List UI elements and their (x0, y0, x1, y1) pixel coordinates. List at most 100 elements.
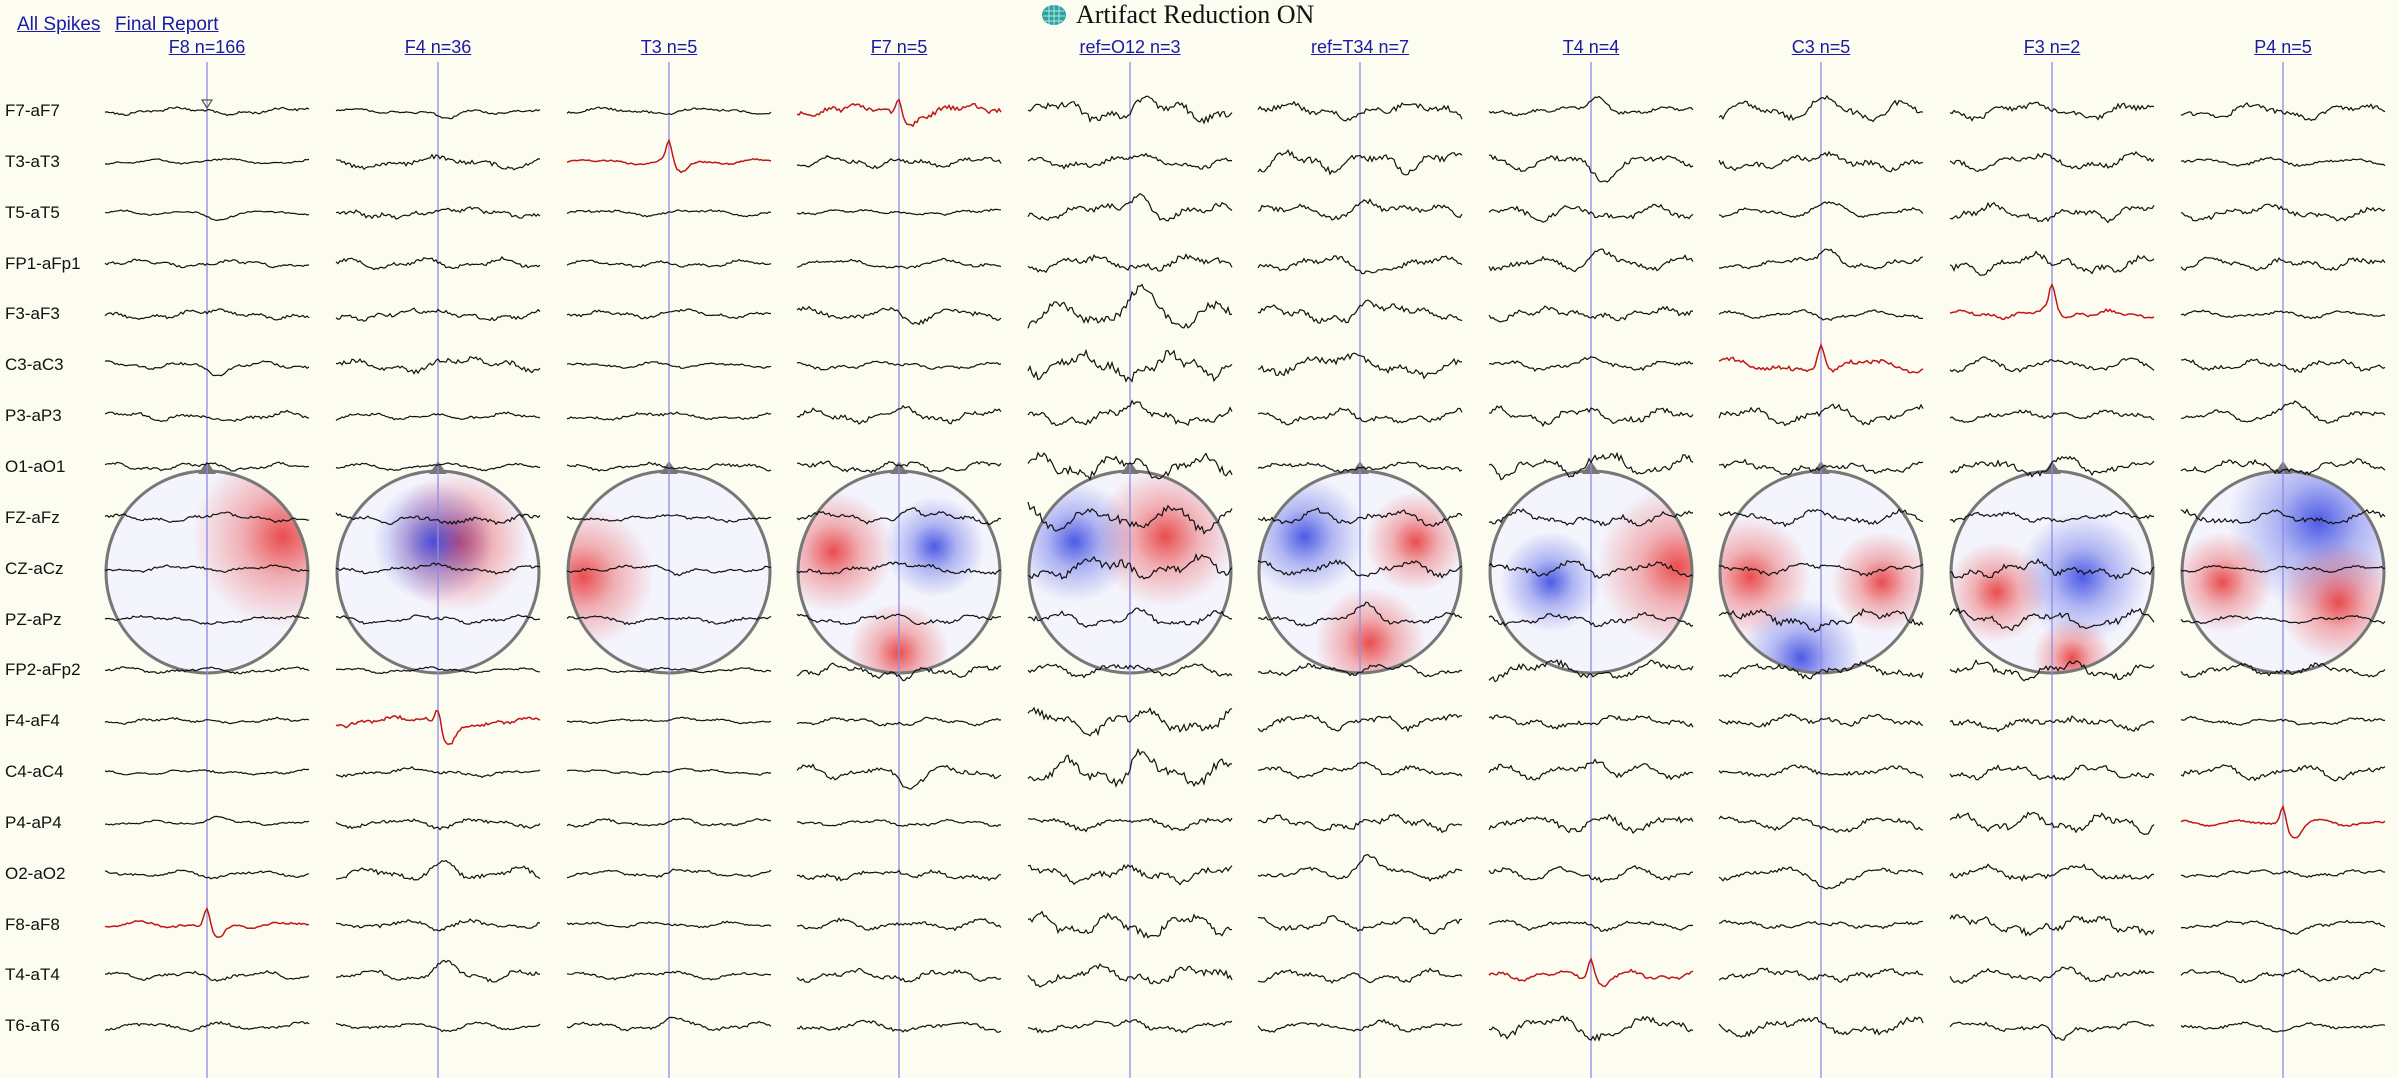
eeg-trace (1949, 966, 2155, 985)
spike-waveform-trace (566, 138, 772, 174)
eeg-trace (104, 409, 310, 423)
eeg-trace (335, 512, 541, 526)
eeg-trace (335, 818, 541, 831)
eeg-trace (1949, 863, 2155, 882)
eeg-trace (104, 815, 310, 827)
eeg-trace (796, 305, 1002, 326)
eeg-trace (335, 959, 541, 983)
eeg-trace (1488, 919, 1694, 932)
eeg-trace (566, 361, 772, 369)
eeg-trace (2180, 203, 2386, 222)
column-header-7[interactable]: T4 n=4 (1562, 37, 1620, 57)
eeg-trace (1949, 250, 2155, 276)
eeg-trace (1027, 663, 1233, 679)
channel-label: CZ-aCz (5, 558, 64, 578)
topo-head-map (1718, 461, 1924, 675)
eeg-trace (335, 256, 541, 271)
channel-label: F4-aF4 (5, 711, 60, 731)
column-header-3[interactable]: T3 n=5 (640, 37, 698, 57)
channel-label: T3-aT3 (5, 151, 60, 171)
eeg-trace (335, 356, 541, 375)
column-header-6[interactable]: ref=T34 n=7 (1310, 37, 1410, 57)
eeg-trace (1718, 815, 1924, 833)
all-spikes-link[interactable]: All Spikes (17, 14, 101, 35)
eeg-trace (104, 1020, 310, 1033)
column-header-10[interactable]: P4 n=5 (2254, 37, 2312, 57)
eeg-trace (1718, 309, 1923, 322)
eeg-trace (104, 511, 310, 523)
channel-label: F8-aF8 (5, 914, 60, 934)
eeg-trace (796, 716, 1002, 727)
eeg-trace (104, 768, 310, 776)
eeg-trace (2180, 715, 2386, 726)
column-header-5[interactable]: ref=O12 n=3 (1079, 37, 1181, 57)
eeg-trace (2181, 400, 2386, 424)
eeg-trace (1488, 714, 1694, 730)
eeg-trace (566, 513, 772, 524)
eeg-trace (1027, 501, 1233, 535)
channel-label: F7-aF7 (5, 101, 60, 120)
eeg-trace (105, 209, 310, 222)
column-header-4[interactable]: F7 n=5 (870, 37, 928, 57)
spike-waveform-trace (104, 906, 310, 938)
column-headers: F8 n=166 F4 n=36 T3 n=5 F7 n=5 ref=O12 n=3 re… (0, 37, 2398, 63)
eeg-trace (104, 461, 310, 472)
eeg-trace (1257, 662, 1463, 678)
eeg-trace (566, 308, 771, 320)
eeg-trace (2180, 1021, 2386, 1033)
column-header-2[interactable]: F4 n=36 (404, 37, 472, 57)
eeg-trace (567, 716, 772, 725)
eeg-trace (1488, 154, 1694, 183)
channel-label: PZ-aPz (5, 609, 62, 629)
eeg-trace (1488, 611, 1694, 628)
eeg-trace (1949, 715, 2155, 733)
eeg-trace (1257, 100, 1463, 122)
eeg-trace (1718, 866, 1924, 890)
eeg-trace (1718, 562, 1924, 577)
eeg-trace (796, 507, 1002, 526)
eeg-trace (1949, 510, 2155, 523)
artifact-reduction-status: Artifact Reduction ON (1076, 0, 1315, 29)
eeg-trace (335, 614, 541, 625)
spike-waveform-trace (2180, 804, 2386, 839)
channel-label: P3-aP3 (5, 406, 62, 426)
final-report-link[interactable]: Final Report (115, 14, 219, 35)
eeg-trace (1949, 356, 2155, 373)
eeg-trace (1257, 713, 1463, 733)
eeg-trace (796, 561, 1002, 576)
column-header-1[interactable]: F8 n=166 (168, 37, 246, 57)
eeg-trace (566, 666, 772, 674)
spike-waveform-trace (1949, 282, 2155, 321)
eeg-trace (1257, 601, 1463, 627)
eeg-trace (796, 257, 1002, 270)
eeg-trace (1488, 356, 1694, 372)
eeg-trace (1488, 865, 1693, 884)
spike-waveform-trace (1488, 956, 1694, 988)
eeg-trace (1488, 248, 1694, 273)
eeg-trace (104, 716, 310, 726)
eeg-trace (566, 258, 772, 268)
channel-label: FZ-aFz (5, 507, 60, 527)
channel-label: C4-aC4 (5, 762, 64, 782)
channel-label: F3-aF3 (5, 304, 60, 324)
eeg-trace (335, 153, 541, 171)
channel-labels: F7-aF7 T3-aT3 T5-aT5 FP1-aFp1 F3-aF3 C3-aC3 P3… (0, 0, 100, 1078)
column-header-8[interactable]: C3 n=5 (1791, 37, 1851, 57)
eeg-trace (1718, 150, 1923, 173)
eeg-trace (1257, 853, 1463, 882)
eeg-trace (1718, 403, 1924, 427)
topo-head-map (566, 461, 772, 675)
eeg-trace (1488, 305, 1694, 323)
spike-waveform-trace (335, 709, 541, 746)
eeg-trace (335, 206, 541, 220)
eeg-trace (1719, 248, 1924, 270)
column-header-9[interactable]: F3 n=2 (2023, 37, 2081, 57)
eeg-trace (796, 1019, 1002, 1033)
topo-head-map (1257, 461, 1463, 675)
eeg-trace (796, 662, 1002, 682)
eeg-trace (1027, 817, 1233, 833)
topo-head-map (796, 461, 1002, 675)
eeg-trace (104, 869, 310, 880)
eeg-trace (335, 918, 541, 932)
eeg-trace (1257, 198, 1463, 221)
